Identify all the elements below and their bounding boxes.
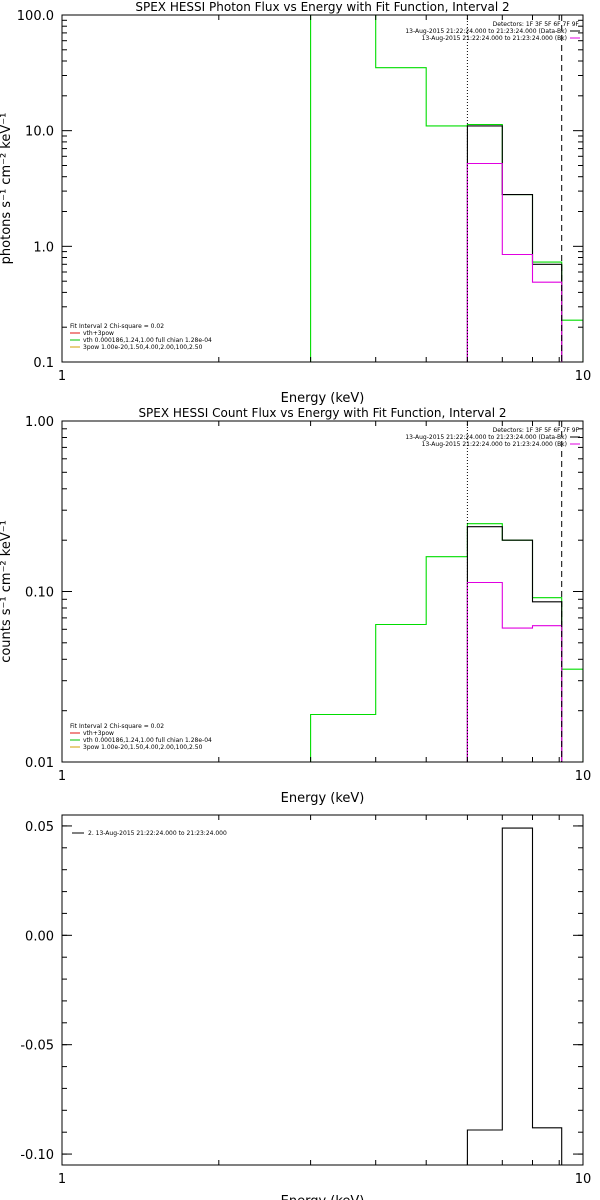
legend-text: 13-Aug-2015 21:22:24.000 to 21:23:24.000… <box>405 28 567 35</box>
y-axis: 0.1 1.0 10.0 100.0 photons s⁻¹ cm⁻² keV⁻¹ <box>0 9 583 371</box>
series-3-line <box>466 581 563 762</box>
legend-text: 2. 13-Aug-2015 21:22:24.000 to 21:23:24.… <box>88 830 227 837</box>
y-axis: 0.01 0.10 1.00 counts s⁻¹ cm⁻² keV⁻¹ <box>0 415 583 771</box>
legend-text: Detectors: 1F 3F 5F 6F 7F 9F <box>493 21 580 28</box>
y-axis: 0.05 0.00 -0.05 -0.10 <box>20 820 583 1163</box>
plot-frame <box>61 814 584 1166</box>
legend-text: 3pow 1.00e-20,1.50,4.00,2.00,100,2.50 <box>83 344 203 351</box>
legend-bottom: Fit Interval 2 Chi-square = 0.02vth+3pow… <box>70 323 212 351</box>
legend-text: Detectors: 1F 3F 5F 6F 7F 9F <box>493 427 580 434</box>
plot-area <box>466 827 563 1165</box>
legend-text: vth 0.000186,1.24,1.00 full chian 1.28e-… <box>83 337 212 344</box>
chart-title: SPEX HESSI Count Flux vs Energy with Fit… <box>138 406 506 420</box>
legend-text: Fit Interval 2 Chi-square = 0.02 <box>70 723 164 730</box>
y-tick-label: 1.00 <box>25 415 54 430</box>
y-tick-label: 0.01 <box>25 756 54 771</box>
x-tick-label: 1 <box>58 369 66 384</box>
series-2-line <box>466 526 563 762</box>
chart-panel-2: SPEX HESSI Count Flux vs Energy with Fit… <box>0 406 591 806</box>
y-tick-label: -0.10 <box>20 1148 54 1163</box>
y-tick-label: 1.0 <box>33 240 54 255</box>
legend-bottom: Fit Interval 2 Chi-square = 0.02vth+3pow… <box>70 723 212 751</box>
legend-text: 13-Aug-2015 21:22:24.000 to 21:23:24.000… <box>422 441 567 448</box>
legend-top: Detectors: 1F 3F 5F 6F 7F 9F13-Aug-2015 … <box>405 427 580 448</box>
legend-text: Fit Interval 2 Chi-square = 0.02 <box>70 323 164 330</box>
series-2-line <box>466 125 563 362</box>
y-axis-label: counts s⁻¹ cm⁻² keV⁻¹ <box>0 520 14 663</box>
x-tick-label: 1 <box>58 769 66 784</box>
y-tick-label: 10.0 <box>25 125 54 140</box>
x-tick-label: 1 <box>58 1172 66 1187</box>
y-tick-label: 0.1 <box>33 356 54 371</box>
y-tick-label: 0.00 <box>25 929 54 944</box>
plot-frame <box>61 420 584 763</box>
x-axis-label: Energy (keV) <box>281 391 365 406</box>
plot-area <box>310 523 583 762</box>
plot-frame <box>61 14 584 363</box>
y-axis-label: photons s⁻¹ cm⁻² keV⁻¹ <box>0 113 14 265</box>
y-tick-label: 0.05 <box>25 820 54 835</box>
series-1-line <box>466 827 563 1165</box>
legend-text: 13-Aug-2015 21:22:24.000 to 21:23:24.000… <box>422 35 567 42</box>
series-3-line <box>466 162 563 362</box>
legend-text: vth+3pow <box>83 330 114 337</box>
y-tick-label: 100.0 <box>17 9 54 24</box>
legend-text: vth+3pow <box>83 730 114 737</box>
legend-top: Detectors: 1F 3F 5F 6F 7F 9F13-Aug-2015 … <box>405 21 580 42</box>
legend-text: vth 0.000186,1.24,1.00 full chian 1.28e-… <box>83 737 212 744</box>
x-axis: 1 10 Energy (keV) <box>58 815 591 1200</box>
x-axis-label: Energy (keV) <box>281 1194 365 1200</box>
legend-top: 2. 13-Aug-2015 21:22:24.000 to 21:23:24.… <box>72 830 227 837</box>
chart-title: SPEX HESSI Photon Flux vs Energy with Fi… <box>135 0 509 14</box>
series-1-line <box>310 523 583 762</box>
legend-text: 13-Aug-2015 21:22:24.000 to 21:23:24.000… <box>405 434 567 441</box>
plot-area <box>310 15 583 362</box>
x-tick-label: 10 <box>575 1172 592 1187</box>
x-axis: 1 10 Energy (keV) <box>58 15 591 406</box>
chart-panel-3: 1 10 Energy (keV) 0.05 0.00 -0.05 -0.10 2. 13-A… <box>20 814 591 1200</box>
y-tick-label: 0.10 <box>25 586 54 601</box>
legend-text: 3pow 1.00e-20,1.50,4.00,2.00,100,2.50 <box>83 744 203 751</box>
x-axis: 1 10 Energy (keV) <box>58 421 591 806</box>
x-tick-label: 10 <box>575 369 592 384</box>
chart-panel-1: SPEX HESSI Photon Flux vs Energy with Fi… <box>0 0 591 406</box>
y-tick-label: -0.05 <box>20 1039 54 1054</box>
series-1-line <box>310 15 583 362</box>
x-axis-label: Energy (keV) <box>281 791 365 806</box>
x-tick-label: 10 <box>575 769 592 784</box>
